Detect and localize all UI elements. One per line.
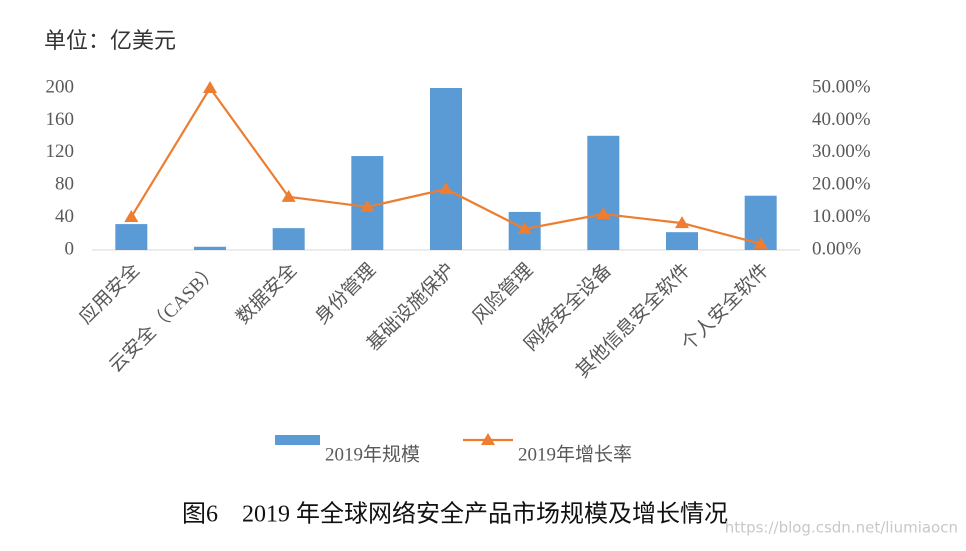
watermark: https://blog.csdn.net/liumiaocn — [725, 519, 958, 537]
bar — [194, 246, 226, 250]
y2-tick-label: 40.00% — [812, 109, 871, 130]
y2-tick-label: 10.00% — [812, 206, 871, 227]
marker — [281, 189, 296, 202]
y2-tick-label: 30.00% — [812, 141, 871, 162]
legend-label: 2019年规模 — [325, 443, 420, 465]
bar — [430, 88, 462, 250]
y-tick-label: 0 — [65, 238, 75, 259]
marker — [203, 81, 217, 93]
marker — [439, 182, 453, 195]
marker — [753, 236, 768, 249]
marker — [360, 199, 375, 212]
y-tick-label: 80 — [55, 174, 74, 195]
y-tick-label: 160 — [46, 109, 75, 130]
legend-marker — [481, 433, 495, 445]
y-tick-label: 120 — [46, 141, 75, 162]
legend-swatch — [275, 435, 320, 445]
bar — [272, 228, 305, 250]
bar — [587, 135, 620, 250]
y2-tick-label: 50.00% — [812, 76, 871, 97]
bar — [666, 232, 698, 250]
y2-tick-label: 0.00% — [812, 238, 861, 259]
unit-label: 单位：亿美元 — [44, 28, 176, 53]
legend-label: 2019年增长率 — [518, 443, 632, 465]
y-tick-label: 200 — [46, 76, 75, 97]
marker — [517, 221, 532, 234]
bar — [115, 224, 148, 250]
y-tick-label: 40 — [55, 206, 74, 227]
chart-title: 图6 2019 年全球网络安全产品市场规模及增长情况 — [182, 501, 728, 528]
y2-tick-label: 20.00% — [812, 174, 871, 195]
marker — [596, 207, 611, 220]
marker — [124, 209, 139, 222]
marker — [675, 216, 689, 229]
